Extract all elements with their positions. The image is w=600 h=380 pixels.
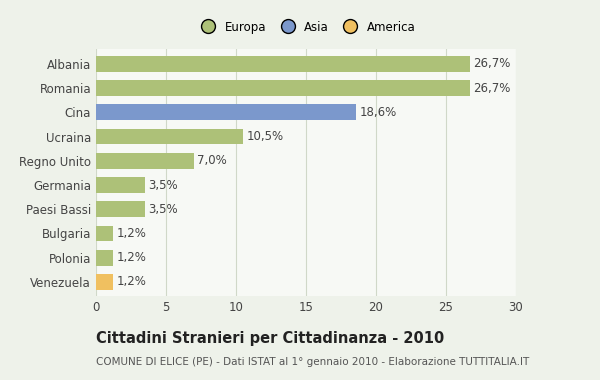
Text: 1,2%: 1,2% [116, 251, 146, 264]
Legend: Europa, Asia, America: Europa, Asia, America [194, 18, 418, 36]
Text: 7,0%: 7,0% [197, 154, 227, 167]
Text: Cittadini Stranieri per Cittadinanza - 2010: Cittadini Stranieri per Cittadinanza - 2… [96, 331, 444, 345]
Bar [96, 274, 113, 290]
Bar [96, 153, 194, 169]
Text: 3,5%: 3,5% [149, 203, 178, 216]
Bar [96, 56, 470, 72]
Text: 1,2%: 1,2% [116, 276, 146, 288]
Bar [96, 129, 243, 144]
Text: 26,7%: 26,7% [473, 82, 511, 95]
Bar [96, 105, 356, 120]
Bar [96, 177, 145, 193]
Text: 26,7%: 26,7% [473, 57, 511, 70]
Bar [96, 226, 113, 241]
Bar [96, 250, 113, 266]
Text: 1,2%: 1,2% [116, 227, 146, 240]
Text: 10,5%: 10,5% [247, 130, 284, 143]
Text: 18,6%: 18,6% [360, 106, 397, 119]
Bar [96, 80, 470, 96]
Text: 3,5%: 3,5% [149, 179, 178, 192]
Text: COMUNE DI ELICE (PE) - Dati ISTAT al 1° gennaio 2010 - Elaborazione TUTTITALIA.I: COMUNE DI ELICE (PE) - Dati ISTAT al 1° … [96, 357, 529, 367]
Bar [96, 201, 145, 217]
